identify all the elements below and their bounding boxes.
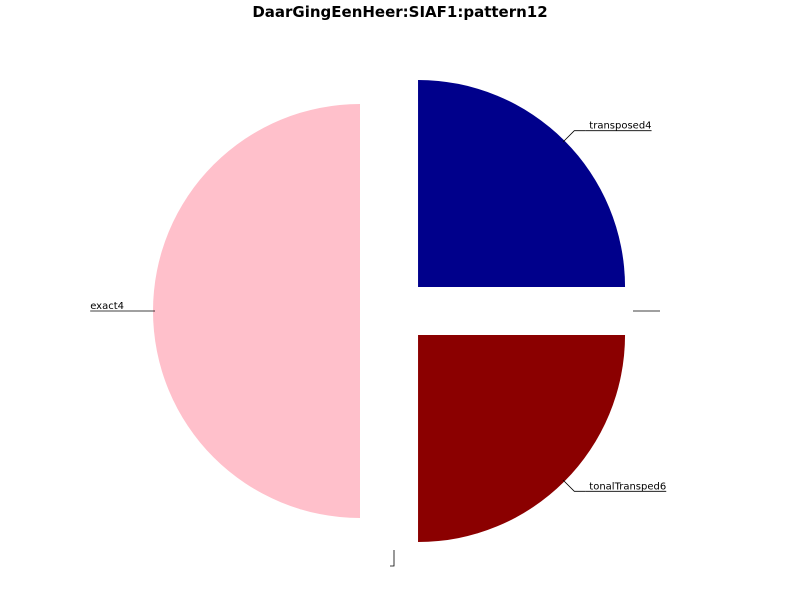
leader-line-tonaltransped6-2 <box>562 479 586 492</box>
pie-slice-exact4-4 <box>153 104 360 518</box>
slice-label-transposed4: transposed4 <box>589 121 651 132</box>
chart-title: DaarGingEenHeer:SIAF1:pattern12 <box>252 3 548 21</box>
pie-slice-transposed4-0 <box>418 79 626 287</box>
leader-line-transposed4-0 <box>562 130 586 143</box>
leader-line-empty-3 <box>390 550 395 567</box>
pie-slice-tonaltransped6-2 <box>418 335 626 543</box>
slice-label-exact4: exact4 <box>90 301 124 312</box>
slice-label-tonaltransped6: tonalTransped6 <box>589 481 666 492</box>
